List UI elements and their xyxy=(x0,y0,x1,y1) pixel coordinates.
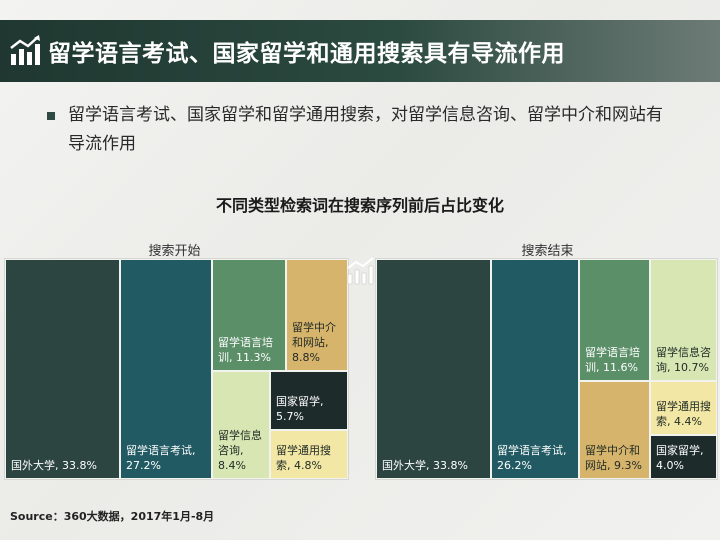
treemap-cell-label: 留学通用搜索, 4.8% xyxy=(276,444,331,472)
treemap-cell: 留学信息咨询, 10.7% xyxy=(650,259,717,381)
treemap-cell: 国外大学, 33.8% xyxy=(5,259,120,479)
treemap-cell: 留学通用搜索, 4.8% xyxy=(270,430,348,479)
treemap-cell: 留学中介和网站, 9.3% xyxy=(579,381,650,479)
trend-watermark-icon xyxy=(347,257,374,285)
treemap-cell: 留学语言考试, 26.2% xyxy=(491,259,579,479)
treemap-cell-label: 留学中介和网站, 9.3% xyxy=(585,444,642,472)
panel-title-search-end: 搜索结束 xyxy=(521,244,574,259)
treemap-cell: 留学信息咨询, 8.4% xyxy=(212,371,270,479)
treemap-cell-label: 国家留学, 5.7% xyxy=(276,395,324,423)
treemap-cell: 国家留学, 5.7% xyxy=(270,371,348,430)
treemap-cell: 留学语言培训, 11.3% xyxy=(212,259,286,371)
bullet-marker xyxy=(47,112,55,120)
treemap-cell-label: 留学语言培训, 11.3% xyxy=(218,336,273,364)
treemap-cell: 留学语言培训, 11.6% xyxy=(579,259,650,381)
treemap-cell: 国外大学, 33.8% xyxy=(376,259,491,479)
treemap-cell: 国家留学, 4.0% xyxy=(650,435,717,479)
treemap-cell-label: 留学语言考试, 26.2% xyxy=(497,444,567,472)
chart-title: 不同类型检索词在搜索序列前后占比变化 xyxy=(215,196,504,215)
treemap-cell: 留学语言考试, 27.2% xyxy=(120,259,212,479)
bullet-text: 留学语言考试、国家留学和留学通用搜索，对留学信息咨询、留学中介和网站有导流作用 xyxy=(68,105,663,154)
title-bar: 留学语言考试、国家留学和通用搜索具有导流作用 xyxy=(0,20,720,82)
treemap-search-end: 国外大学, 33.8% 留学语言考试, 26.2% 留学语言培训, 11.6% 留学信… xyxy=(375,258,718,480)
page-title: 留学语言考试、国家留学和通用搜索具有导流作用 xyxy=(48,41,565,67)
treemap-cell-label: 留学通用搜索, 4.4% xyxy=(656,400,711,428)
panel-title-search-start: 搜索开始 xyxy=(148,244,201,259)
treemap-cell-label: 留学信息咨询, 8.4% xyxy=(218,429,262,472)
treemap-cell: 留学中介和网站, 8.8% xyxy=(286,259,348,371)
treemap-cell-label: 留学语言培训, 11.6% xyxy=(585,346,640,374)
treemap-cell-label: 留学信息咨询, 10.7% xyxy=(656,346,711,374)
source-note: Source：360大数据，2017年1月-8月 xyxy=(10,510,215,523)
treemap-cell-label: 国外大学, 33.8% xyxy=(11,459,97,472)
treemap-cell: 留学通用搜索, 4.4% xyxy=(650,381,717,435)
treemap-cell-label: 留学中介和网站, 8.8% xyxy=(292,321,336,364)
treemap-search-start: 国外大学, 33.8% 留学语言考试, 27.2% 留学语言培训, 11.3% 留学中… xyxy=(4,258,349,480)
treemap-cell-label: 留学语言考试, 27.2% xyxy=(126,444,196,472)
treemap-cell-label: 国外大学, 33.8% xyxy=(382,459,468,472)
bar-chart-trend-icon xyxy=(10,35,40,65)
treemap-cell-label: 国家留学, 4.0% xyxy=(656,444,704,472)
